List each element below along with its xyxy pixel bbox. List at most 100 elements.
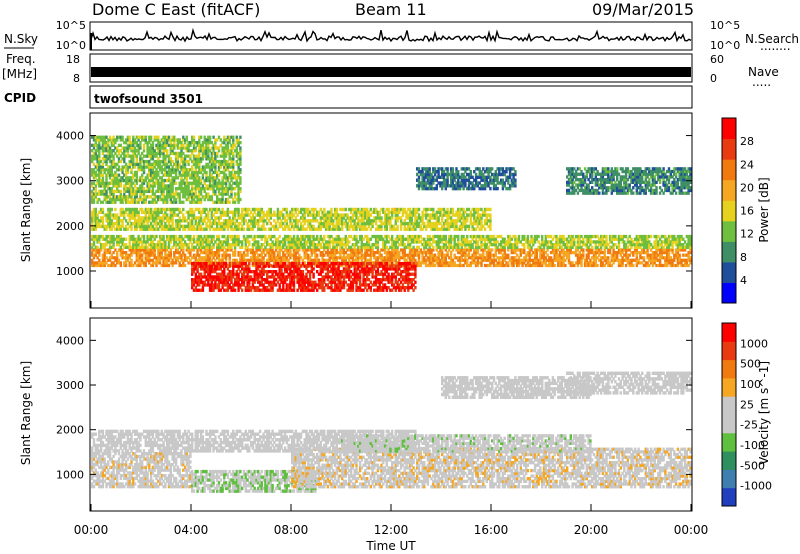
power-cell — [416, 253, 419, 257]
power-cell — [308, 210, 312, 214]
power-cell — [401, 283, 405, 287]
power-cell — [348, 272, 351, 276]
power-cell — [171, 210, 174, 214]
power-cell — [264, 213, 267, 217]
power-cell — [174, 219, 178, 223]
power-cell — [242, 216, 246, 220]
power-cell — [383, 216, 387, 220]
power-cell — [280, 219, 283, 223]
power-cell — [137, 261, 140, 265]
power-cell — [328, 275, 331, 279]
power-cell — [207, 283, 210, 287]
power-cell — [248, 240, 251, 244]
power-cell — [555, 234, 558, 239]
power-cell — [549, 234, 553, 239]
power-cell — [487, 237, 490, 241]
power-cell — [123, 237, 126, 241]
power-cell — [326, 283, 330, 287]
power-cell — [135, 243, 138, 247]
power-cell — [246, 267, 249, 271]
power-cell — [158, 210, 162, 214]
power-cell — [371, 248, 374, 252]
power-cell — [301, 262, 305, 266]
power-cell — [216, 207, 219, 212]
power-cell — [548, 256, 551, 260]
power-cell — [303, 275, 306, 279]
power-cell — [260, 227, 263, 231]
power-cell — [580, 263, 583, 268]
power-cell — [567, 245, 571, 249]
power-cell — [196, 262, 199, 266]
power-cell — [108, 258, 112, 262]
nave-dots: ..... — [752, 75, 771, 89]
power-cell — [296, 245, 299, 249]
power-cell — [310, 240, 313, 244]
power-cell — [230, 237, 233, 241]
power-cell — [194, 267, 197, 271]
power-cell — [244, 278, 247, 282]
power-cell — [158, 216, 162, 220]
power-cell — [133, 243, 137, 247]
power-cell — [271, 256, 274, 260]
power-cell — [392, 251, 396, 255]
power-cell — [499, 263, 503, 268]
power-cell — [642, 248, 646, 252]
power-cell — [249, 288, 253, 292]
power-cell — [219, 210, 222, 214]
power-cell — [114, 258, 117, 262]
power-cell — [110, 219, 113, 223]
power-cell — [664, 258, 667, 262]
power-cell — [267, 251, 271, 255]
power-cell — [198, 272, 201, 276]
power-cell — [232, 270, 235, 274]
power-cell — [583, 234, 587, 239]
power-cell — [232, 240, 235, 244]
power-cell — [337, 283, 340, 287]
power-cell — [233, 210, 237, 214]
power-cell — [283, 219, 287, 223]
power-cell — [355, 251, 358, 255]
power-cell — [342, 221, 346, 226]
power-cell — [441, 263, 444, 268]
power-cell — [664, 240, 667, 244]
power-cell — [124, 263, 128, 268]
power-cell — [164, 216, 167, 220]
power-cell — [157, 251, 160, 255]
power-cell — [373, 288, 376, 292]
power-cell — [112, 245, 115, 249]
power-cell — [267, 248, 271, 252]
power-cell — [444, 234, 447, 239]
power-cell — [119, 237, 122, 241]
power-cell — [492, 240, 496, 244]
power-cell — [433, 253, 437, 257]
power-cell — [294, 256, 297, 260]
power-cell — [187, 245, 190, 249]
power-cell — [328, 224, 331, 229]
power-cell — [216, 245, 219, 249]
power-cell — [394, 221, 397, 226]
power-cell — [344, 258, 347, 262]
power-cell — [333, 245, 337, 249]
power-cell — [198, 237, 201, 241]
power-cell — [212, 256, 215, 260]
power-cell — [373, 264, 376, 268]
power-cell — [251, 278, 255, 282]
power-cell — [373, 207, 376, 212]
power-cell — [469, 240, 472, 244]
power-cell — [355, 272, 358, 276]
power-cell — [164, 256, 167, 260]
power-cell — [282, 216, 285, 220]
power-cell — [187, 221, 190, 226]
power-cell — [555, 237, 558, 241]
power-cell — [319, 280, 322, 284]
power-cell — [119, 219, 122, 223]
power-cell — [105, 248, 108, 252]
power-cell — [394, 243, 397, 247]
power-cell — [541, 263, 544, 268]
power-cell — [339, 219, 342, 223]
power-cell — [194, 258, 197, 262]
power-cell — [310, 234, 313, 239]
power-cell — [205, 248, 208, 252]
power-cell — [235, 258, 238, 262]
power-cell — [319, 245, 322, 249]
